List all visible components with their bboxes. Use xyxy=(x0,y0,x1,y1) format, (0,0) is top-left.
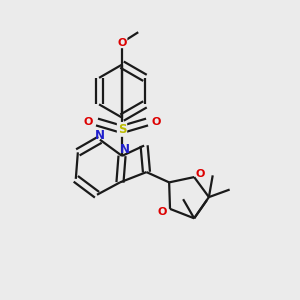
Text: O: O xyxy=(158,207,167,217)
Text: O: O xyxy=(83,117,93,127)
Text: N: N xyxy=(95,129,105,142)
Text: O: O xyxy=(151,117,160,127)
Text: N: N xyxy=(120,143,130,157)
Text: O: O xyxy=(117,38,127,47)
Text: S: S xyxy=(118,123,126,136)
Text: O: O xyxy=(196,169,205,178)
